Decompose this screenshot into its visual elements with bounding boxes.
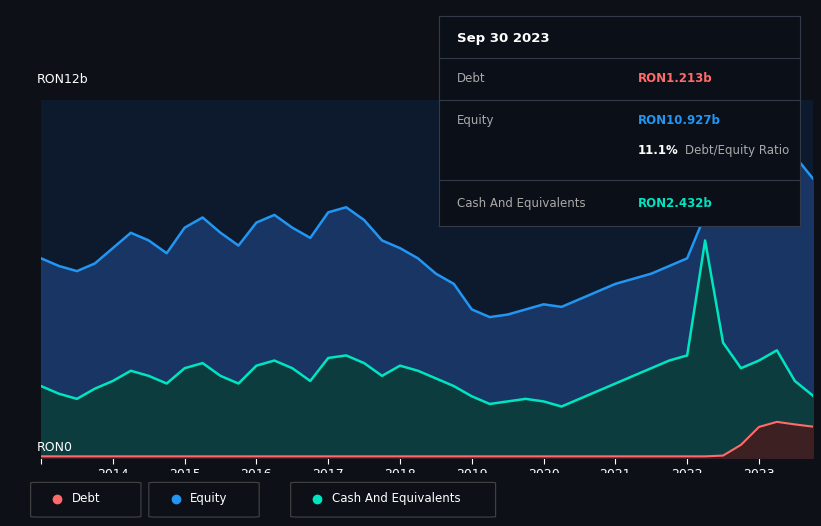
Text: Equity: Equity bbox=[190, 492, 227, 505]
Text: 11.1%: 11.1% bbox=[638, 144, 679, 157]
Text: Sep 30 2023: Sep 30 2023 bbox=[457, 33, 550, 45]
Text: Cash And Equivalents: Cash And Equivalents bbox=[457, 197, 586, 209]
Text: Cash And Equivalents: Cash And Equivalents bbox=[332, 492, 461, 505]
Text: Equity: Equity bbox=[457, 115, 495, 127]
Text: Debt: Debt bbox=[71, 492, 100, 505]
Text: RON1.213b: RON1.213b bbox=[638, 73, 713, 85]
Text: Debt/Equity Ratio: Debt/Equity Ratio bbox=[685, 144, 789, 157]
Text: RON12b: RON12b bbox=[37, 73, 89, 86]
Text: RON10.927b: RON10.927b bbox=[638, 115, 721, 127]
Text: Debt: Debt bbox=[457, 73, 486, 85]
Text: RON0: RON0 bbox=[37, 441, 73, 454]
Text: RON2.432b: RON2.432b bbox=[638, 197, 713, 209]
